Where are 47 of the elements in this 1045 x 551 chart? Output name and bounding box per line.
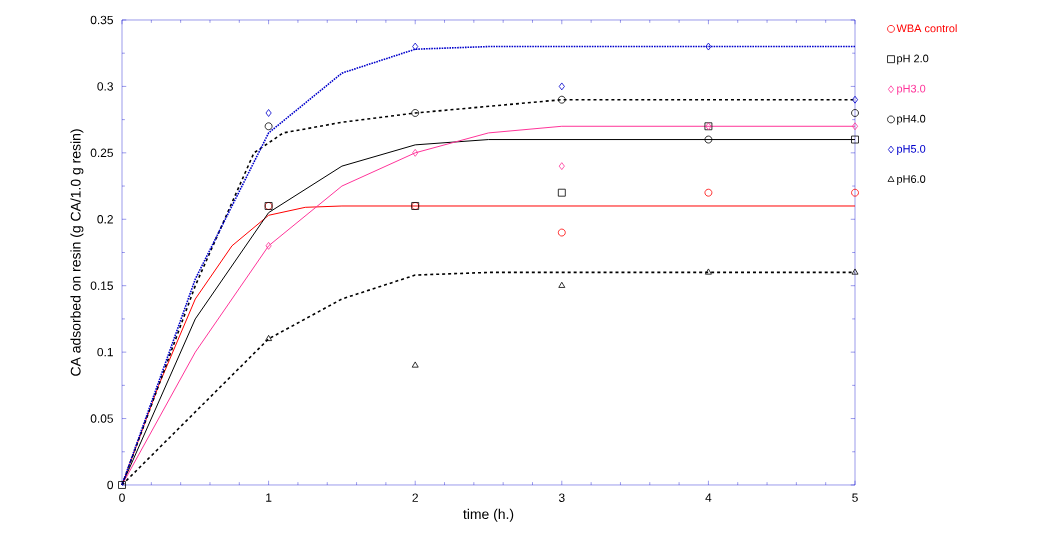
- y-tick-label: 0.25: [90, 148, 113, 158]
- point: [557, 188, 566, 197]
- point: [851, 109, 859, 117]
- point: [851, 268, 859, 275]
- point: [557, 228, 566, 237]
- legend-label: pH 2.0: [897, 54, 929, 65]
- point: [851, 188, 859, 197]
- point: [557, 95, 566, 104]
- point: [412, 148, 419, 157]
- point: [118, 481, 126, 489]
- point: [264, 122, 273, 131]
- point: [704, 188, 713, 197]
- y-tick-label: 0.35: [90, 15, 113, 25]
- x-tick-label: 5: [852, 493, 858, 502]
- point: [852, 122, 859, 131]
- point: [558, 281, 566, 288]
- y-tick-label: 0.15: [90, 281, 113, 290]
- x-tick-label: 3: [558, 493, 565, 502]
- point: [265, 241, 272, 250]
- y-tick-label: 0: [107, 480, 114, 490]
- point: [558, 162, 565, 171]
- point: [265, 334, 273, 341]
- y-tick-label: 0.3: [97, 82, 113, 91]
- point: [265, 109, 272, 117]
- point: [411, 109, 420, 117]
- x-tick-label: 2: [412, 493, 418, 502]
- x-tick-label: 0: [119, 493, 125, 502]
- point: [851, 135, 859, 144]
- y-tick-label: 0.1: [97, 347, 113, 357]
- x-tick-label: 1: [266, 493, 272, 502]
- point: [704, 268, 712, 275]
- point: [852, 95, 859, 104]
- x-axis-title: time (h.): [463, 508, 514, 522]
- point: [411, 361, 419, 368]
- y-tick-label: 0.2: [97, 215, 113, 224]
- point: [705, 42, 712, 51]
- legend-label: pH4.0: [897, 114, 926, 125]
- point: [558, 82, 565, 91]
- y-axis-title: CA adsorbed on resin (g CA/1.0 g resin): [70, 129, 84, 376]
- x-tick-label: 4: [705, 493, 712, 502]
- legend-label: pH3.0: [897, 84, 926, 95]
- legend-label: WBA control: [896, 24, 957, 33]
- point: [412, 42, 419, 51]
- point: [704, 135, 713, 144]
- legend-label: pH5.0: [897, 145, 926, 155]
- legend-label: pH6.0: [897, 175, 926, 186]
- y-tick-label: 0.05: [90, 414, 113, 423]
